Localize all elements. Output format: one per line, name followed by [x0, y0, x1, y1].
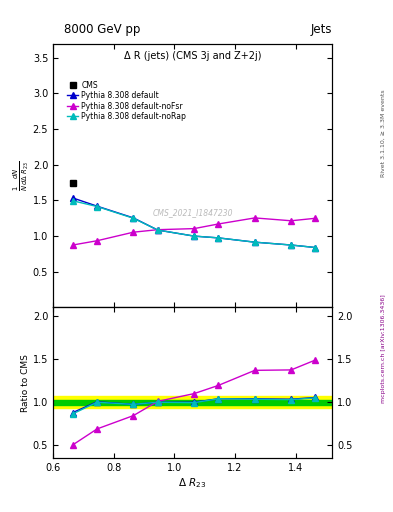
Pythia 8.308 default-noRap: [289, 242, 294, 248]
Pythia 8.308 default-noRap: [313, 244, 318, 250]
Pythia 8.308 default: [70, 195, 75, 201]
Pythia 8.308 default-noRap: [155, 227, 160, 233]
Pythia 8.308 default-noRap: [192, 233, 196, 239]
X-axis label: $\Delta\ R_{23}$: $\Delta\ R_{23}$: [178, 476, 207, 489]
Pythia 8.308 default: [192, 233, 196, 239]
Line: Pythia 8.308 default-noFsr: Pythia 8.308 default-noFsr: [70, 215, 318, 248]
Text: mcplots.cern.ch [arXiv:1306.3436]: mcplots.cern.ch [arXiv:1306.3436]: [381, 294, 386, 402]
Pythia 8.308 default-noFsr: [155, 227, 160, 233]
Pythia 8.308 default-noFsr: [289, 218, 294, 224]
Pythia 8.308 default-noFsr: [70, 242, 75, 248]
Pythia 8.308 default-noFsr: [192, 226, 196, 232]
Text: Jets: Jets: [310, 23, 332, 36]
Pythia 8.308 default-noRap: [252, 239, 257, 245]
Text: CMS_2021_I1847230: CMS_2021_I1847230: [152, 208, 233, 217]
Pythia 8.308 default: [252, 239, 257, 245]
Pythia 8.308 default: [155, 227, 160, 233]
Pythia 8.308 default-noFsr: [252, 215, 257, 221]
Pythia 8.308 default-noFsr: [313, 215, 318, 221]
Pythia 8.308 default-noFsr: [131, 229, 136, 235]
Pythia 8.308 default-noRap: [131, 215, 136, 221]
Text: Δ R (jets) (CMS 3j and Z+2j): Δ R (jets) (CMS 3j and Z+2j): [124, 51, 261, 61]
Pythia 8.308 default-noRap: [70, 198, 75, 204]
Y-axis label: $\frac{1}{N}\frac{dN}{d\Delta\ R_{23}}$: $\frac{1}{N}\frac{dN}{d\Delta\ R_{23}}$: [12, 160, 31, 191]
Y-axis label: Ratio to CMS: Ratio to CMS: [21, 354, 30, 412]
Pythia 8.308 default: [95, 203, 99, 209]
Pythia 8.308 default-noFsr: [95, 238, 99, 244]
Pythia 8.308 default: [131, 215, 136, 221]
Text: 8000 GeV pp: 8000 GeV pp: [64, 23, 140, 36]
Line: Pythia 8.308 default-noRap: Pythia 8.308 default-noRap: [70, 198, 318, 250]
Pythia 8.308 default: [313, 244, 318, 250]
Text: Rivet 3.1.10, ≥ 3.3M events: Rivet 3.1.10, ≥ 3.3M events: [381, 89, 386, 177]
Pythia 8.308 default: [216, 235, 221, 241]
Pythia 8.308 default-noFsr: [216, 221, 221, 227]
Legend: CMS, Pythia 8.308 default, Pythia 8.308 default-noFsr, Pythia 8.308 default-noRa: CMS, Pythia 8.308 default, Pythia 8.308 …: [65, 79, 188, 123]
Pythia 8.308 default-noRap: [216, 235, 221, 241]
Line: Pythia 8.308 default: Pythia 8.308 default: [70, 195, 318, 250]
Pythia 8.308 default-noRap: [95, 203, 99, 209]
Pythia 8.308 default: [289, 242, 294, 248]
